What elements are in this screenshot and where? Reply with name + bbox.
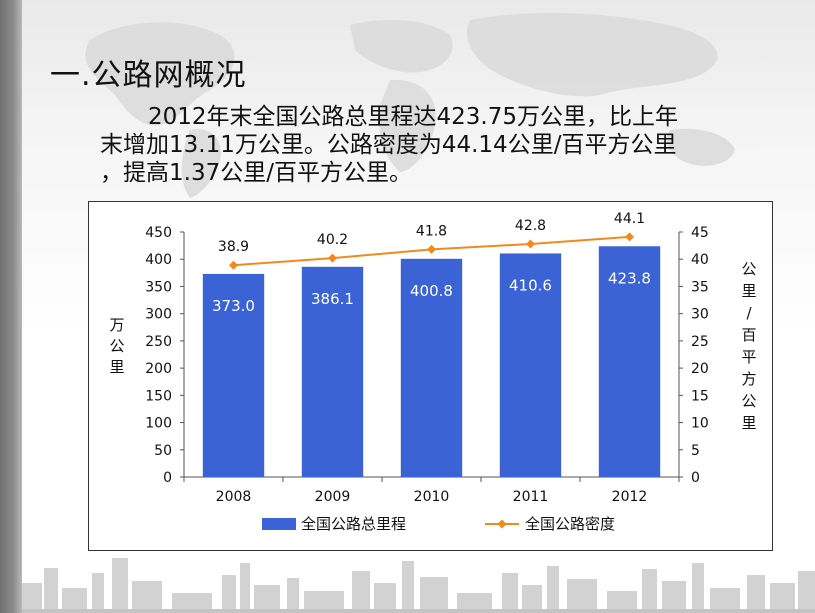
right-y-tick-label: 35 (691, 279, 709, 295)
right-axis-title-char: / (746, 304, 752, 322)
legend-bar-swatch (262, 518, 296, 530)
bar-series: 373.0 386.1 400.8 410.6 423.8 (202, 246, 661, 477)
line-data-label: 38.9 (218, 239, 249, 255)
body-paragraph: 2012年末全国公路总里程达423.75万公里，比上年 末增加13.11万公里。… (100, 103, 795, 187)
left-decorative-bar (0, 0, 22, 613)
legend-line-label: 全国公路密度 (525, 515, 615, 533)
line-data-label: 44.1 (614, 211, 645, 227)
world-map-background (85, 13, 735, 198)
legend-line-marker (497, 519, 507, 529)
right-y-tick-label: 40 (691, 252, 709, 268)
left-axis-title-char: 万 (109, 316, 124, 334)
left-y-tick-label: 0 (163, 470, 172, 486)
line-data-label: 41.8 (416, 223, 447, 239)
bar-data-label: 373.0 (212, 297, 255, 315)
city-skyline-background (22, 558, 815, 613)
bar-2011 (499, 253, 562, 477)
left-y-tick-label: 150 (145, 388, 172, 404)
x-tick-label: 2009 (315, 489, 351, 505)
left-y-tick-label: 100 (145, 416, 172, 432)
right-axis-title-char: 里 (741, 282, 756, 300)
bar-data-label: 423.8 (608, 269, 651, 287)
line-data-label: 40.2 (317, 232, 348, 248)
right-y-tick-label: 15 (691, 388, 709, 404)
right-y-tick-label: 30 (691, 307, 709, 323)
right-y-tick-label: 45 (691, 225, 709, 241)
left-y-tick-label: 450 (145, 225, 172, 241)
body-line-2: 末增加13.11万公里。公路密度为44.14公里/百平方公里 (100, 132, 677, 158)
right-axis-title-char: 平 (741, 348, 756, 366)
x-tick-label: 2008 (216, 489, 252, 505)
right-axis-title-char: 公 (741, 392, 756, 410)
line-data-label: 42.8 (515, 218, 546, 234)
chart-container: 0 50 100 150 200 250 300 350 400 450 0 5 10 15 20 25 30 3… (88, 201, 773, 551)
density-point-2008 (229, 260, 238, 270)
left-axis-title-char: 公 (109, 337, 124, 355)
left-y-tick-label: 400 (145, 252, 172, 268)
right-y-tick-label: 25 (691, 334, 709, 350)
left-y-tick-label: 50 (154, 443, 172, 459)
bar-2012 (598, 246, 661, 477)
density-point-2012 (625, 232, 634, 242)
body-line-1: 2012年末全国公路总里程达423.75万公里，比上年 (148, 104, 679, 130)
body-line-3: ，提高1.37公里/百平方公里。 (100, 160, 412, 186)
slide-title: 一.公路网概况 (50, 58, 247, 93)
chart-axes: 0 50 100 150 200 250 300 350 400 450 0 5 10 15 20 25 30 3… (109, 225, 756, 505)
density-point-2009 (328, 253, 337, 263)
right-y-tick-label: 0 (691, 470, 700, 486)
x-tick-label: 2010 (414, 489, 450, 505)
density-point-2010 (427, 244, 436, 254)
left-y-tick-label: 300 (145, 307, 172, 323)
bar-data-label: 386.1 (311, 290, 354, 308)
bar-data-label: 410.6 (509, 276, 552, 294)
right-y-tick-label: 5 (691, 443, 700, 459)
bar-2009 (301, 266, 364, 477)
right-axis-title-char: 公 (741, 260, 756, 278)
left-y-tick-label: 350 (145, 279, 172, 295)
chart-legend: 全国公路总里程 全国公路密度 (262, 515, 615, 533)
bar-data-label: 400.8 (410, 282, 453, 300)
legend-bar-label: 全国公路总里程 (301, 515, 406, 533)
right-axis-title-char: 方 (741, 370, 756, 388)
line-series: 38.9 40.2 41.8 42.8 44.1 (218, 211, 645, 270)
x-tick-label: 2012 (612, 489, 648, 505)
bar-2010 (400, 258, 463, 477)
bar-2008 (202, 273, 265, 477)
right-y-tick-label: 10 (691, 416, 709, 432)
right-y-tick-label: 20 (691, 361, 709, 377)
left-y-tick-label: 250 (145, 334, 172, 350)
x-tick-label: 2011 (513, 489, 549, 505)
combo-chart: 0 50 100 150 200 250 300 350 400 450 0 5 10 15 20 25 30 3… (109, 211, 756, 533)
left-y-tick-label: 200 (145, 361, 172, 377)
density-point-2011 (526, 239, 535, 249)
right-axis-title-char: 百 (741, 326, 756, 344)
right-axis-title-char: 里 (741, 414, 756, 432)
left-axis-title-char: 里 (109, 358, 124, 376)
